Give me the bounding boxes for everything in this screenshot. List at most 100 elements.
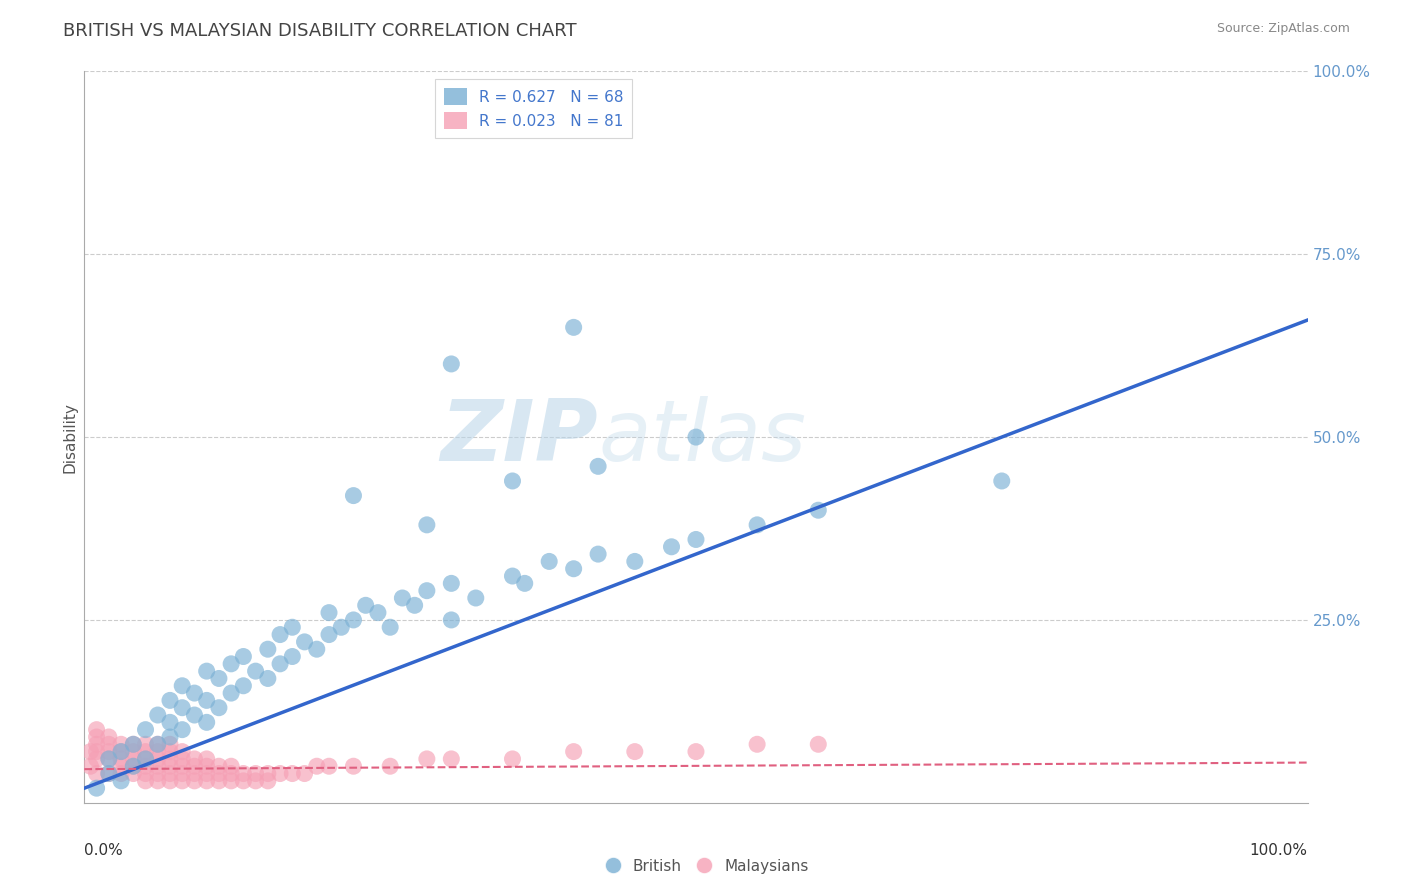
Point <box>172 723 194 737</box>
Point <box>538 554 561 568</box>
Point <box>342 759 364 773</box>
Point <box>624 554 647 568</box>
Point <box>281 649 304 664</box>
Point <box>257 766 280 780</box>
Point <box>172 766 194 780</box>
Point <box>97 737 120 751</box>
Point <box>135 745 157 759</box>
Point <box>159 773 181 788</box>
Point <box>685 430 707 444</box>
Point <box>79 745 101 759</box>
Point <box>219 686 242 700</box>
Point <box>135 737 157 751</box>
Point <box>110 766 132 780</box>
Point <box>172 752 194 766</box>
Point <box>159 730 181 744</box>
Point <box>195 715 218 730</box>
Point <box>122 759 145 773</box>
Point <box>586 459 609 474</box>
Point <box>86 745 108 759</box>
Point <box>183 686 205 700</box>
Legend: R = 0.627   N = 68, R = 0.023   N = 81: R = 0.627 N = 68, R = 0.023 N = 81 <box>434 79 633 138</box>
Point <box>172 773 194 788</box>
Point <box>219 759 242 773</box>
Point <box>318 606 340 620</box>
Point <box>135 766 157 780</box>
Point <box>294 635 316 649</box>
Point <box>440 576 463 591</box>
Point <box>183 759 205 773</box>
Point <box>195 766 218 780</box>
Point <box>159 745 181 759</box>
Point <box>159 752 181 766</box>
Point <box>86 723 108 737</box>
Point <box>195 752 218 766</box>
Point <box>86 752 108 766</box>
Point <box>257 642 280 657</box>
Point <box>807 737 830 751</box>
Point <box>86 766 108 780</box>
Point <box>747 737 769 751</box>
Point <box>110 745 132 759</box>
Point <box>110 752 132 766</box>
Point <box>219 657 242 671</box>
Point <box>464 591 486 605</box>
Point <box>110 737 132 751</box>
Point <box>661 540 683 554</box>
Point <box>122 752 145 766</box>
Point <box>416 583 439 598</box>
Point <box>318 759 340 773</box>
Point <box>146 737 169 751</box>
Point <box>342 489 364 503</box>
Point <box>97 752 120 766</box>
Point <box>257 773 280 788</box>
Point <box>232 766 254 780</box>
Point <box>404 599 426 613</box>
Point <box>562 745 585 759</box>
Point <box>391 591 413 605</box>
Point <box>208 766 231 780</box>
Point <box>159 715 181 730</box>
Point <box>685 745 707 759</box>
Point <box>172 679 194 693</box>
Text: BRITISH VS MALAYSIAN DISABILITY CORRELATION CHART: BRITISH VS MALAYSIAN DISABILITY CORRELAT… <box>63 22 576 40</box>
Point <box>624 745 647 759</box>
Point <box>135 752 157 766</box>
Point <box>502 474 524 488</box>
Point <box>747 517 769 532</box>
Point <box>159 766 181 780</box>
Point <box>86 781 108 796</box>
Point <box>97 752 120 766</box>
Legend: British, Malaysians: British, Malaysians <box>592 853 814 880</box>
Y-axis label: Disability: Disability <box>62 401 77 473</box>
Point <box>208 759 231 773</box>
Point <box>208 700 231 714</box>
Point <box>122 745 145 759</box>
Point <box>991 474 1014 488</box>
Point <box>183 752 205 766</box>
Point <box>97 766 120 780</box>
Point <box>440 752 463 766</box>
Point <box>232 649 254 664</box>
Text: ZIP: ZIP <box>440 395 598 479</box>
Point <box>122 737 145 751</box>
Point <box>416 752 439 766</box>
Point <box>135 759 157 773</box>
Point <box>135 773 157 788</box>
Point <box>269 627 291 641</box>
Point <box>208 773 231 788</box>
Point <box>146 708 169 723</box>
Point <box>219 773 242 788</box>
Point <box>146 752 169 766</box>
Point <box>807 503 830 517</box>
Point <box>342 613 364 627</box>
Point <box>257 672 280 686</box>
Text: 100.0%: 100.0% <box>1250 843 1308 858</box>
Text: Source: ZipAtlas.com: Source: ZipAtlas.com <box>1216 22 1350 36</box>
Point <box>159 759 181 773</box>
Point <box>562 320 585 334</box>
Point <box>110 759 132 773</box>
Point <box>79 759 101 773</box>
Point <box>245 766 267 780</box>
Point <box>562 562 585 576</box>
